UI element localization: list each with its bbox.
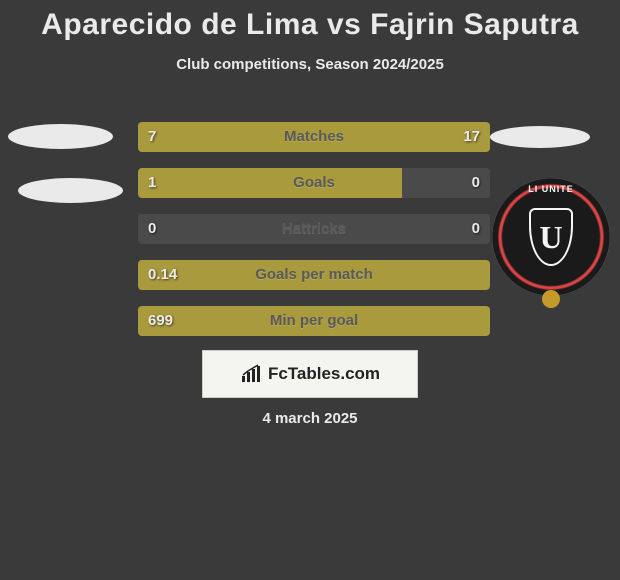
page-title: Aparecido de Lima vs Fajrin Saputra — [0, 0, 620, 42]
stat-value-right: 0 — [472, 168, 480, 198]
stat-label: Goals — [138, 168, 490, 198]
stat-row-matches: Matches 7 17 — [138, 122, 490, 152]
stats-panel: Matches 7 17 Goals 1 0 Hattricks 0 0 Goa… — [138, 122, 490, 352]
date-text: 4 march 2025 — [0, 410, 620, 427]
crest-letter: U — [539, 219, 562, 256]
branding-text: FcTables.com — [268, 364, 380, 384]
branding-box: FcTables.com — [202, 350, 418, 398]
player-right-avatar-placeholder — [490, 126, 590, 148]
stat-value-left: 7 — [148, 122, 156, 152]
stat-value-left: 0.14 — [148, 260, 177, 290]
crest-shield: U — [529, 208, 573, 266]
stat-value-right: 0 — [472, 214, 480, 244]
stat-value-left: 699 — [148, 306, 173, 336]
stat-value-right: 17 — [463, 122, 480, 152]
stat-row-goals: Goals 1 0 — [138, 168, 490, 198]
stat-row-hattricks: Hattricks 0 0 — [138, 214, 490, 244]
stat-label: Goals per match — [138, 260, 490, 290]
crest-top-text: LI UNITE — [528, 184, 574, 194]
subtitle: Club competitions, Season 2024/2025 — [0, 56, 620, 73]
crest-ball-icon — [542, 290, 560, 308]
stat-label: Matches — [138, 122, 490, 152]
stat-value-left: 1 — [148, 168, 156, 198]
player-left-avatar-placeholder — [8, 124, 113, 149]
stat-row-goals-per-match: Goals per match 0.14 — [138, 260, 490, 290]
player-right-club-crest: LI UNITE U — [492, 178, 610, 296]
stat-label: Min per goal — [138, 306, 490, 336]
stat-row-min-per-goal: Min per goal 699 — [138, 306, 490, 336]
chart-icon — [240, 364, 264, 384]
stat-label: Hattricks — [138, 214, 490, 244]
player-left-club-placeholder — [18, 178, 123, 203]
stat-value-left: 0 — [148, 214, 156, 244]
